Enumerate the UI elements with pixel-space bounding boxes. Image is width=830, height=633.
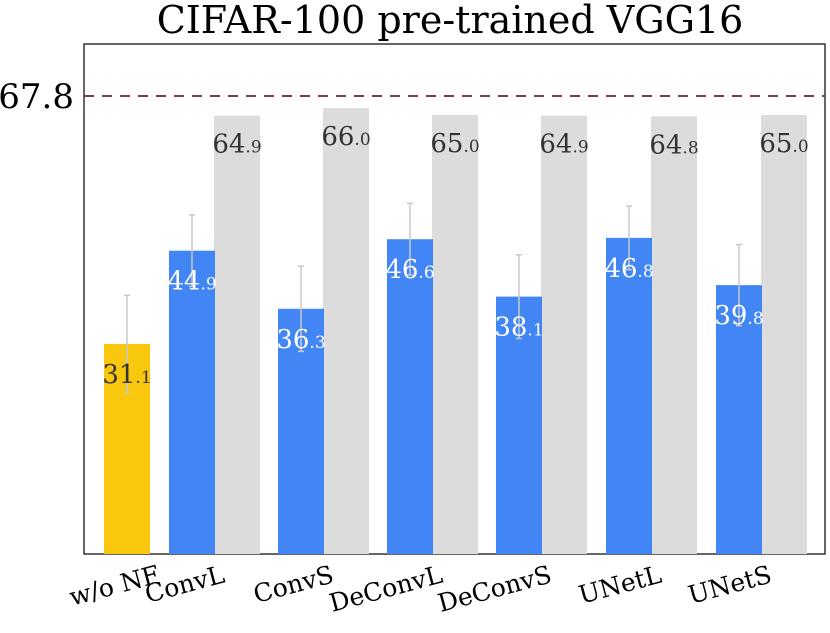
x-tick-label: ConvS [250, 560, 336, 609]
chart-title: CIFAR-100 pre-trained VGG16 [157, 0, 744, 42]
data-label: 36.3 [276, 325, 325, 355]
data-label: 66.0 [321, 122, 370, 152]
data-label: 46.6 [385, 255, 434, 285]
background-bar [214, 115, 260, 554]
x-tick-label: UNetS [685, 560, 775, 610]
x-tick-label: DeConvS [435, 560, 555, 618]
x-tick-label: DeConvL [326, 560, 445, 618]
data-label: 64.8 [649, 130, 698, 160]
reference-tick-label: 67.8 [0, 77, 74, 117]
data-label: 38.1 [494, 313, 543, 343]
background-bar [541, 115, 587, 554]
nf-bar [496, 296, 542, 554]
data-label: 46.8 [604, 254, 653, 284]
background-bar [432, 114, 478, 554]
nf-bar [387, 239, 433, 554]
background-bar [323, 108, 369, 555]
nf-bar [716, 285, 762, 554]
data-label: 39.8 [714, 301, 763, 331]
nf-bar [169, 250, 215, 555]
nf-bar [606, 237, 652, 554]
data-label: 44.9 [167, 267, 216, 297]
x-tick-label: UNetL [576, 560, 665, 610]
data-label: 31.1 [102, 360, 151, 390]
data-label: 64.9 [539, 130, 588, 160]
bars-layer: 31.1 44.9 36.3 46.6 38.1 46.8 39.8 64.9 66.0 65.0… [102, 108, 809, 555]
data-label: 65.0 [759, 129, 808, 159]
background-bar [651, 116, 697, 555]
data-label: 65.0 [430, 129, 479, 159]
data-label: 64.9 [212, 130, 261, 160]
background-bar [761, 114, 807, 554]
